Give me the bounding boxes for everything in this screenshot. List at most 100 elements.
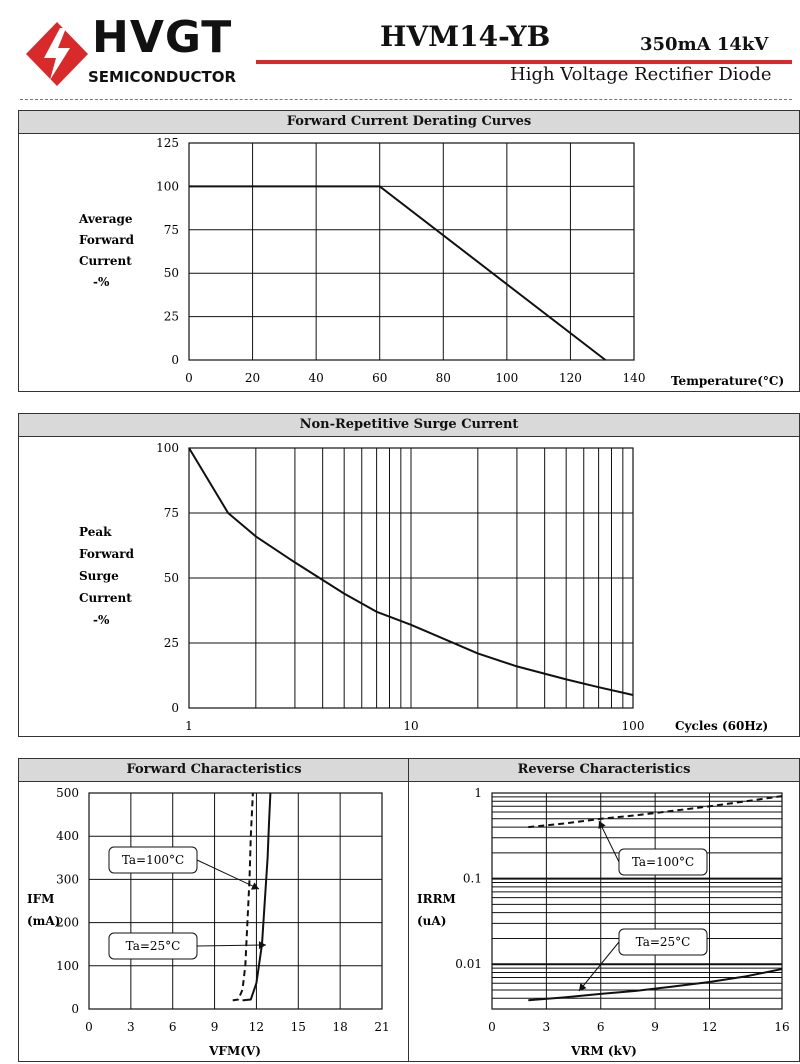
x-tick-label: 6 bbox=[597, 1020, 605, 1034]
y-axis-label: Current bbox=[79, 591, 132, 605]
series-line-0 bbox=[528, 795, 783, 829]
y-tick-label: 25 bbox=[164, 310, 179, 324]
rating: 350mA 14kV bbox=[640, 34, 769, 55]
legend-box bbox=[618, 928, 708, 956]
brand-logo: HVGT SEMICONDUCTOR bbox=[22, 12, 236, 93]
x-tick-label: 9 bbox=[211, 1020, 219, 1034]
surge-title: Non-Repetitive Surge Current bbox=[19, 414, 799, 437]
x-axis-label: VRM (kV) bbox=[570, 1044, 637, 1058]
legend-arrowhead bbox=[258, 941, 266, 950]
x-axis-label: Cycles (60Hz) bbox=[675, 719, 768, 733]
y-tick-label: 75 bbox=[164, 223, 179, 237]
series-line bbox=[188, 447, 634, 696]
y-axis-label: (uA) bbox=[417, 914, 446, 928]
y-tick-label: 125 bbox=[156, 136, 179, 150]
x-tick-label: 10 bbox=[403, 719, 418, 733]
y-tick-label: 0 bbox=[71, 1002, 79, 1016]
x-tick-label: 0 bbox=[185, 371, 193, 385]
x-tick-label: 0 bbox=[488, 1020, 496, 1034]
plot-frame bbox=[491, 792, 783, 1010]
y-axis-label: Forward bbox=[79, 547, 135, 561]
legend-label: Ta=25°C bbox=[126, 939, 181, 953]
part-number: HVM14-YB bbox=[380, 20, 551, 53]
y-tick-label: 100 bbox=[156, 179, 179, 193]
x-tick-label: 12 bbox=[702, 1020, 717, 1034]
reverse-chart: 0 3 6 9 12 16 0.01 0.1 1 IRRM (uA) VRM (kV) Ta=100°C… bbox=[417, 786, 790, 1058]
reverse-panel: Reverse Characteristics 0 3 6 9 12 16 0.01 0.1 1… bbox=[408, 758, 800, 1062]
derating-chart: 0 20 40 60 80 100 120 140 0 25 50 75 100 125 Average Fo… bbox=[78, 136, 784, 388]
derating-panel: Forward Current Derating Curves 0 20 40 60 8… bbox=[18, 110, 800, 392]
plot-frame bbox=[88, 792, 383, 1010]
bolt-logo-icon bbox=[26, 22, 88, 86]
plot-frame bbox=[188, 447, 634, 709]
y-axis-label: Average bbox=[78, 212, 133, 226]
y-axis-label: IFM bbox=[27, 892, 54, 906]
y-tick-label: 300 bbox=[56, 872, 79, 886]
x-tick-label: 15 bbox=[291, 1020, 306, 1034]
datasheet-header: HVGT SEMICONDUCTOR HVM14-YB 350mA 14kV H… bbox=[0, 0, 800, 100]
x-tick-label: 6 bbox=[169, 1020, 177, 1034]
derating-title: Forward Current Derating Curves bbox=[19, 111, 799, 134]
forward-chart: 0 3 6 9 12 15 18 21 0 100 200 300 400 500 IFM (mA) VFM(V… bbox=[27, 786, 390, 1058]
y-axis-label: Current bbox=[79, 254, 132, 268]
y-tick-label: 0.1 bbox=[463, 872, 482, 886]
y-tick-label: 500 bbox=[56, 786, 79, 800]
x-tick-label: 100 bbox=[495, 371, 518, 385]
x-tick-label: 80 bbox=[436, 371, 451, 385]
y-tick-label: 100 bbox=[56, 959, 79, 973]
x-tick-label: 16 bbox=[774, 1020, 789, 1034]
y-tick-label: 75 bbox=[164, 506, 179, 520]
x-tick-label: 9 bbox=[651, 1020, 659, 1034]
x-tick-label: 1 bbox=[185, 719, 193, 733]
legend-arrowhead bbox=[250, 882, 259, 890]
series-line bbox=[189, 185, 607, 361]
y-tick-label: 1 bbox=[474, 786, 482, 800]
series-line-1 bbox=[242, 792, 272, 1002]
reverse-title: Reverse Characteristics bbox=[409, 759, 799, 782]
x-axis-label: VFM(V) bbox=[208, 1044, 261, 1058]
legend-box bbox=[618, 848, 708, 876]
forward-panel: Forward Characteristics 0 3 6 9 12 15 18 21 0 100… bbox=[18, 758, 410, 1062]
x-axis-label: Temperature(°C) bbox=[671, 374, 784, 388]
legend-leader-line bbox=[578, 941, 620, 992]
y-axis-label: -% bbox=[93, 275, 110, 289]
y-axis-label: Forward bbox=[79, 233, 135, 247]
x-tick-label: 120 bbox=[559, 371, 582, 385]
brand-subtitle: SEMICONDUCTOR bbox=[88, 68, 237, 86]
legend-box bbox=[108, 932, 198, 960]
part-description: High Voltage Rectifier Diode bbox=[510, 64, 772, 85]
x-tick-label: 140 bbox=[623, 371, 646, 385]
legend-leader-line bbox=[196, 944, 267, 947]
surge-chart: 1 10 100 0 25 50 75 100 Peak Forward Surge Current -… bbox=[79, 441, 768, 733]
x-tick-label: 20 bbox=[245, 371, 260, 385]
x-tick-label: 40 bbox=[309, 371, 324, 385]
plot-frame bbox=[188, 142, 635, 361]
x-tick-label: 0 bbox=[85, 1020, 93, 1034]
x-tick-label: 18 bbox=[333, 1020, 348, 1034]
x-tick-label: 3 bbox=[543, 1020, 551, 1034]
x-tick-label: 12 bbox=[249, 1020, 264, 1034]
y-axis-label: IRRM bbox=[417, 892, 456, 906]
legend-leader-line bbox=[598, 820, 620, 863]
y-axis-label: (mA) bbox=[27, 914, 60, 928]
y-axis-label: Surge bbox=[79, 569, 119, 583]
y-tick-label: 0 bbox=[171, 701, 179, 715]
legend-arrowhead bbox=[598, 821, 606, 830]
accent-rule bbox=[256, 60, 792, 64]
legend-label: Ta=100°C bbox=[122, 853, 184, 867]
legend-leader-line bbox=[196, 859, 260, 890]
y-axis-label: -% bbox=[93, 613, 110, 627]
legend-label: Ta=25°C bbox=[636, 935, 691, 949]
y-tick-label: 25 bbox=[164, 636, 179, 650]
y-tick-label: 400 bbox=[56, 829, 79, 843]
series-line-0 bbox=[232, 792, 254, 1002]
y-axis-label: Peak bbox=[79, 525, 112, 539]
series-line-1 bbox=[528, 968, 783, 1002]
x-tick-label: 3 bbox=[127, 1020, 135, 1034]
y-tick-label: 0.01 bbox=[455, 957, 482, 971]
forward-title: Forward Characteristics bbox=[19, 759, 409, 782]
y-tick-label: 0 bbox=[171, 353, 179, 367]
y-tick-label: 200 bbox=[56, 916, 79, 930]
legend-arrowhead bbox=[579, 983, 587, 991]
y-tick-label: 50 bbox=[164, 571, 179, 585]
